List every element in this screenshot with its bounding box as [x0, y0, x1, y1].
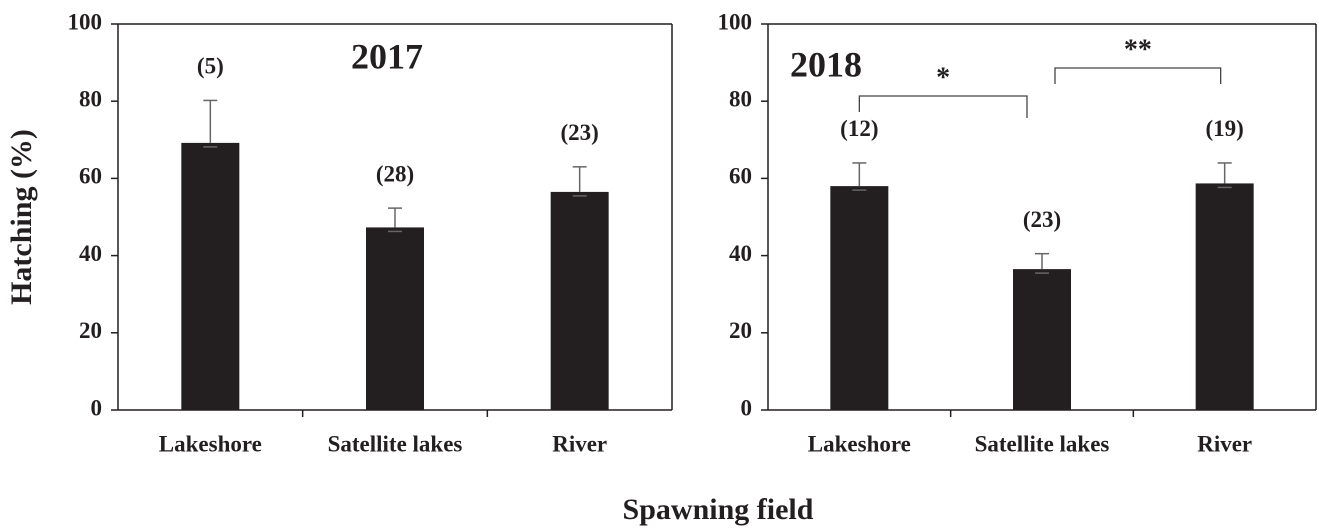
sample-size: (12) — [840, 116, 878, 141]
bar — [550, 191, 609, 410]
sample-size: (23) — [561, 120, 599, 145]
sample-size: (19) — [1206, 116, 1244, 141]
x-tick-label: River — [552, 431, 607, 456]
significance-bracket — [1054, 67, 1222, 84]
significance-bracket — [858, 95, 1028, 118]
bar — [830, 186, 889, 410]
sample-size: (23) — [1023, 207, 1061, 232]
y-tick-label: 40 — [729, 241, 752, 266]
bar — [366, 227, 424, 410]
bar — [181, 142, 240, 410]
sample-size: (28) — [376, 161, 414, 186]
y-tick-label: 80 — [79, 86, 102, 111]
x-tick-label: Satellite lakes — [328, 431, 463, 456]
y-tick-label: 0 — [91, 395, 103, 420]
x-tick-label: River — [1197, 431, 1252, 456]
y-tick-label: 20 — [729, 318, 752, 343]
bar — [1195, 183, 1254, 410]
y-tick-label: 60 — [729, 164, 752, 189]
x-axis-label: Spawning field — [623, 493, 814, 526]
significance-label: ** — [1124, 34, 1152, 65]
x-tick-label: Lakeshore — [159, 431, 262, 456]
y-tick-label: 20 — [79, 318, 102, 343]
y-tick-label: 100 — [718, 9, 753, 34]
chart-title: 2017 — [351, 36, 423, 76]
y-tick-label: 60 — [79, 164, 102, 189]
y-tick-label: 40 — [79, 241, 102, 266]
chart-title: 2018 — [790, 44, 862, 84]
y-tick-label: 100 — [68, 9, 103, 34]
y-tick-label: 80 — [729, 86, 752, 111]
y-axis-label: Hatching (%) — [5, 129, 38, 305]
bar — [1013, 269, 1071, 410]
sample-size: (5) — [197, 54, 224, 79]
significance-label: * — [936, 62, 950, 93]
x-tick-label: Satellite lakes — [975, 431, 1110, 456]
x-tick-label: Lakeshore — [808, 431, 911, 456]
y-tick-label: 0 — [741, 395, 753, 420]
